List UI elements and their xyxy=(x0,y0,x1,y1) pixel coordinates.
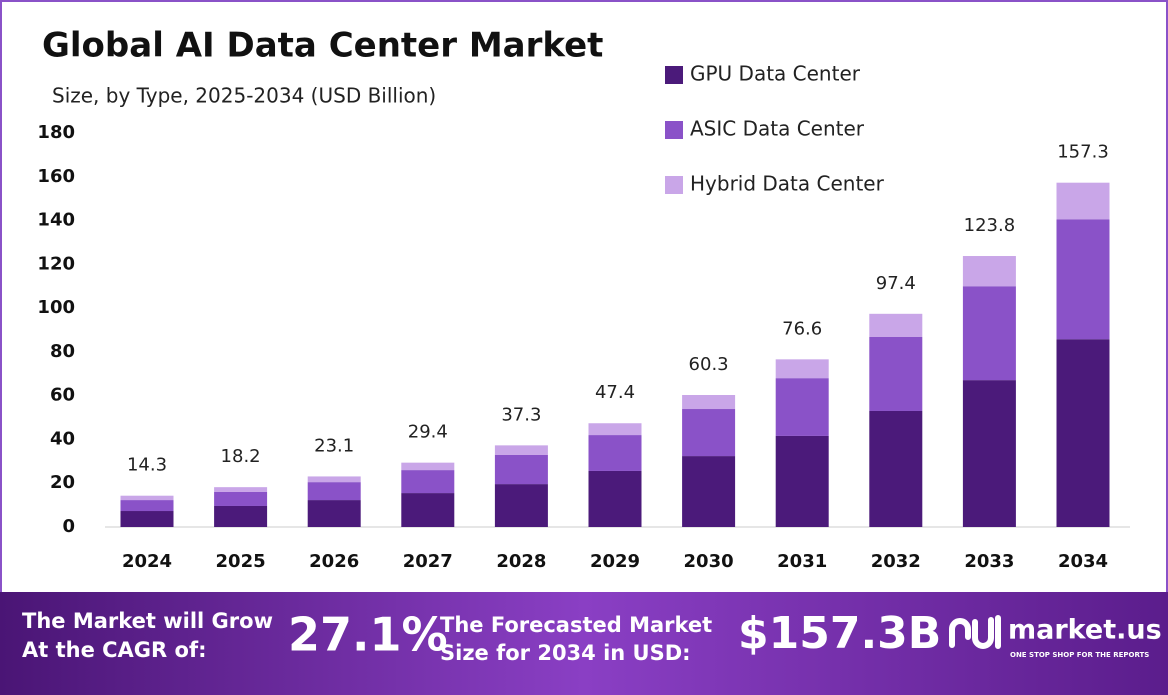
bar-segment xyxy=(307,482,361,501)
x-tick-label: 2031 xyxy=(777,551,827,572)
footer-tagline: ONE STOP SHOP FOR THE REPORTS xyxy=(1010,651,1149,659)
bar-segment xyxy=(869,337,923,411)
total-label: 37.3 xyxy=(501,404,541,425)
y-tick-label: 100 xyxy=(37,297,75,318)
bar-segment xyxy=(588,470,642,527)
chart-title: Global AI Data Center Market xyxy=(42,26,603,66)
footer-banner xyxy=(0,592,1168,695)
bar-segment xyxy=(775,378,829,436)
x-tick-label: 2033 xyxy=(964,551,1014,572)
bar-segment xyxy=(120,500,174,512)
footer-forecast-label: Size for 2034 in USD: xyxy=(440,641,691,665)
legend-swatch xyxy=(665,121,683,139)
footer-forecast-value: $157.3B xyxy=(738,608,941,659)
x-tick-label: 2024 xyxy=(122,551,172,572)
legend-label: ASIC Data Center xyxy=(690,117,865,141)
bar-segment xyxy=(962,380,1016,527)
bar-segment xyxy=(307,476,361,483)
bar-segment xyxy=(869,410,923,527)
total-label: 97.4 xyxy=(876,273,916,294)
total-label: 23.1 xyxy=(314,435,354,456)
bar-segment xyxy=(1056,219,1110,340)
bar-segment xyxy=(588,435,642,471)
bar-segment xyxy=(869,313,923,338)
x-tick-label: 2029 xyxy=(590,551,640,572)
y-tick-label: 20 xyxy=(50,472,75,493)
bar-segment xyxy=(775,435,829,527)
y-tick-label: 40 xyxy=(50,428,75,449)
total-label: 157.3 xyxy=(1057,142,1109,163)
x-tick-label: 2034 xyxy=(1058,551,1108,572)
footer-text: The Market will Grow At the CAGR of: 27.… xyxy=(22,608,1162,666)
x-tick-label: 2027 xyxy=(403,551,453,572)
footer-cagr-label: At the CAGR of: xyxy=(22,638,207,662)
bar-segment xyxy=(1056,182,1110,220)
total-label: 14.3 xyxy=(127,455,167,476)
bar-segment xyxy=(682,456,736,527)
y-tick-label: 180 xyxy=(37,122,75,143)
bar-segment xyxy=(401,493,455,527)
bar-segment xyxy=(494,454,548,485)
bar-segment xyxy=(214,491,268,506)
bar-segment xyxy=(307,500,361,527)
x-tick-label: 2028 xyxy=(496,551,546,572)
y-tick-label: 160 xyxy=(37,166,75,187)
y-tick-label: 60 xyxy=(50,385,75,406)
footer-cagr-label: The Market will Grow xyxy=(22,609,273,633)
bar-segment xyxy=(401,462,455,471)
footer-forecast-label: The Forecasted Market xyxy=(440,613,712,637)
total-label: 123.8 xyxy=(964,215,1016,236)
total-label: 29.4 xyxy=(408,422,448,443)
bar-segment xyxy=(962,286,1016,381)
x-tick-label: 2025 xyxy=(216,551,266,572)
footer-cagr-value: 27.1% xyxy=(288,608,448,662)
bar-segment xyxy=(120,511,174,527)
chart-subtitle: Size, by Type, 2025-2034 (USD Billion) xyxy=(52,84,436,108)
footer-brand: market.us xyxy=(1008,615,1162,646)
x-tick-label: 2032 xyxy=(871,551,921,572)
legend-swatch xyxy=(665,66,683,84)
y-tick-label: 140 xyxy=(37,210,75,231)
bar-segment xyxy=(494,445,548,455)
legend-label: Hybrid Data Center xyxy=(690,172,885,196)
bar-segment xyxy=(682,395,736,410)
brand-logo xyxy=(949,615,1001,649)
bar-segment xyxy=(214,487,268,492)
y-tick-label: 120 xyxy=(37,253,75,274)
bar-segment xyxy=(120,495,174,501)
bar-segment xyxy=(682,409,736,457)
x-tick-label: 2030 xyxy=(684,551,734,572)
bar-segment xyxy=(1056,339,1110,527)
y-tick-label: 80 xyxy=(50,341,75,362)
bar-segment xyxy=(401,470,455,494)
total-label: 18.2 xyxy=(221,446,261,467)
bar-segment xyxy=(962,256,1016,287)
bar-segment xyxy=(775,359,829,379)
bar-segment xyxy=(494,484,548,527)
total-label: 60.3 xyxy=(689,354,729,375)
total-label: 47.4 xyxy=(595,382,635,403)
bar-segment xyxy=(214,505,268,527)
bar-segment xyxy=(588,423,642,436)
y-tick-label: 0 xyxy=(62,516,75,537)
legend-label: GPU Data Center xyxy=(690,62,861,86)
total-label: 76.6 xyxy=(782,318,822,339)
legend-swatch xyxy=(665,176,683,194)
x-tick-label: 2026 xyxy=(309,551,359,572)
